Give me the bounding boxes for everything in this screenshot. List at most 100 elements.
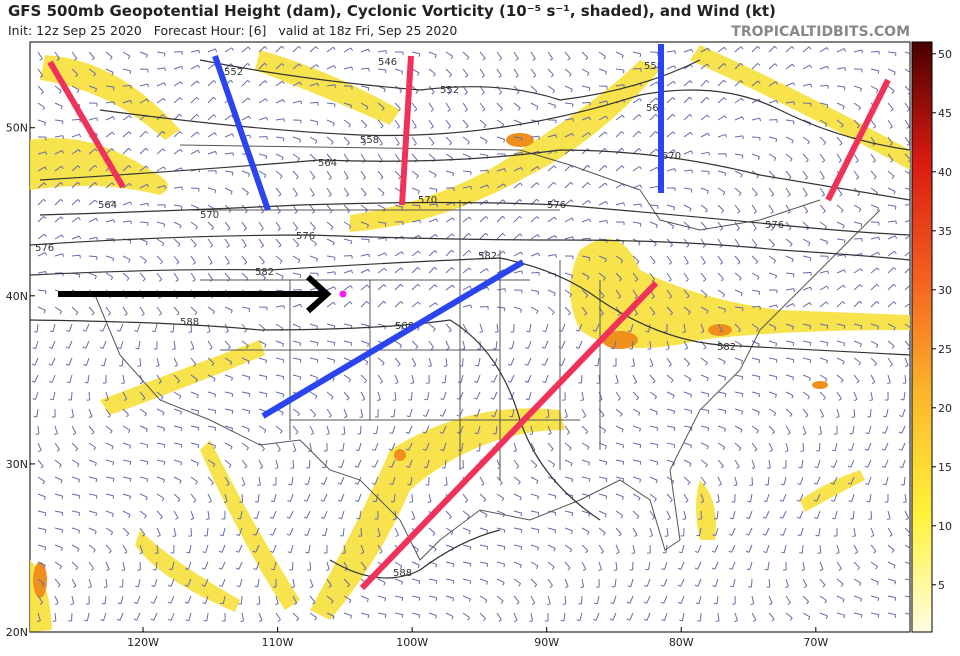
wind-barb (275, 357, 285, 364)
wind-barb (156, 130, 166, 138)
red-line (399, 55, 414, 206)
wind-barb (377, 612, 387, 618)
wind-barb (564, 544, 573, 553)
wind-barb (490, 374, 498, 383)
wind-barb (207, 96, 217, 104)
wind-barb (581, 306, 588, 316)
wind-barb (632, 272, 639, 282)
wind-barb (292, 442, 297, 453)
wind-barb (598, 200, 609, 206)
wind-barb (666, 357, 672, 367)
wind-barb (428, 357, 432, 368)
wind-barb (275, 80, 285, 87)
wind-barb (275, 45, 285, 53)
wind-barb (581, 255, 591, 261)
wind-barb (649, 374, 656, 384)
wind-barb (496, 527, 506, 534)
wind-barb (343, 595, 352, 604)
wind-barb (439, 408, 447, 417)
wind-barb (870, 374, 876, 385)
wind-barb (224, 459, 232, 468)
wind-barb (105, 510, 114, 517)
wind-barb (698, 510, 702, 520)
wind-barb (360, 300, 370, 308)
wind-barb (258, 340, 267, 348)
wind-barb (224, 442, 233, 450)
wind-barb (734, 80, 744, 87)
wind-barb (734, 97, 744, 104)
wind-barb (530, 510, 540, 516)
wind-barb (785, 187, 791, 197)
wind-barb (445, 267, 455, 274)
wind-barb (717, 459, 724, 469)
wind-barb (802, 374, 811, 382)
wind-barb (870, 267, 880, 274)
wind-barb (258, 98, 268, 104)
wind-barb (870, 612, 880, 618)
wind-barb (207, 425, 217, 432)
wind-barb (411, 340, 419, 350)
wind-barb (649, 113, 659, 121)
wind-barb (31, 357, 39, 366)
wind-barb (359, 408, 364, 418)
wind-barb (683, 391, 693, 398)
wind-barb (850, 510, 855, 520)
wind-barb (326, 136, 334, 145)
wind-barb (491, 408, 498, 418)
wind-barb (122, 131, 132, 138)
wind-barb (473, 408, 481, 417)
wind-barb (751, 357, 761, 364)
wind-barb (492, 340, 498, 350)
colorbar-label: 25 (938, 343, 952, 356)
wind-barb (54, 442, 60, 452)
wind-barb (221, 612, 226, 622)
wind-barb (37, 595, 43, 605)
wind-barb (734, 62, 744, 70)
wind-barb (269, 527, 277, 536)
wind-barb (190, 187, 200, 192)
wind-barb (428, 218, 439, 223)
wind-barb (122, 408, 129, 418)
wind-barb (751, 187, 758, 197)
wind-barb (717, 306, 727, 313)
wind-barb (578, 595, 583, 605)
wind-barb (411, 204, 421, 209)
wind-barb (309, 238, 317, 247)
wind-barb (598, 510, 607, 518)
wind-barb (887, 85, 895, 94)
wind-barb (258, 442, 265, 452)
wind-barb (272, 578, 277, 588)
wind-barb (785, 119, 795, 125)
wind-barb (462, 68, 469, 78)
wind-barb (615, 114, 625, 121)
wind-barb (37, 166, 47, 172)
wind-barb (632, 165, 642, 172)
wind-barb (207, 459, 216, 468)
wind-barb (581, 459, 591, 466)
wind-barb (258, 46, 268, 53)
wind-barb (360, 340, 370, 347)
wind-barb (661, 561, 668, 571)
contour-label: 564 (318, 158, 337, 169)
wind-barb (428, 595, 438, 601)
wind-barb (886, 510, 891, 521)
wind-barb (887, 527, 893, 537)
wind-barb (870, 119, 877, 129)
wind-barb (513, 595, 520, 605)
wind-barb (462, 170, 472, 175)
wind-barb (785, 303, 796, 308)
wind-barb (904, 85, 910, 95)
wind-barb (510, 323, 515, 333)
wind-barb (785, 46, 795, 53)
wind-barb (813, 493, 821, 502)
wind-barb (173, 81, 183, 87)
wind-barb (206, 510, 210, 520)
wind-barb (154, 544, 159, 554)
wind-barb (870, 153, 876, 163)
wind-barb (717, 133, 728, 138)
wind-barb (561, 391, 566, 401)
wind-barb (139, 493, 148, 501)
wind-barb (734, 221, 740, 231)
wind-barb (592, 612, 600, 621)
wind-barb (428, 102, 434, 112)
